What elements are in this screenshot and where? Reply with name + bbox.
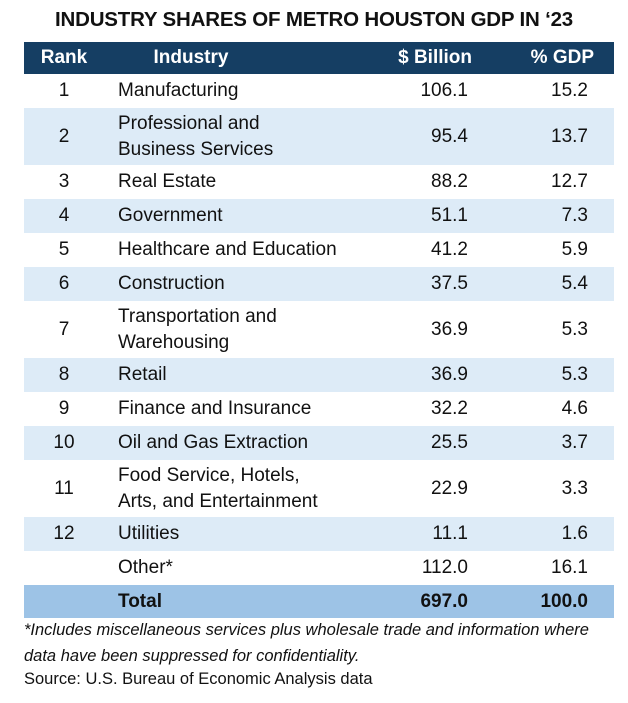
table-row: 10 Oil and Gas Extraction 25.5 3.7 — [24, 426, 614, 460]
billion-cell: 32.2 — [431, 398, 468, 419]
industry-cell: Healthcare and Education — [118, 239, 337, 260]
total-gdp: 100.0 — [478, 585, 614, 618]
industry-cell: Other* — [118, 557, 173, 578]
header-rank: Rank — [24, 42, 104, 74]
industry-cell: Manufacturing — [118, 80, 239, 101]
rank-cell: 7 — [58, 318, 70, 340]
footnote: *Includes miscellaneous services plus wh… — [24, 621, 589, 665]
total-billion: 697.0 — [338, 585, 478, 618]
billion-cell: 25.5 — [338, 426, 478, 460]
rank-cell: 2 — [24, 108, 104, 165]
total-rank-cell — [24, 585, 104, 618]
gdp-cell: 16.1 — [551, 557, 588, 578]
rank-cell: 6 — [24, 267, 104, 301]
table-row: 8 Retail 36.9 5.3 — [24, 358, 614, 392]
table-row: 7 Transportation and Warehousing 36.9 5.3 — [24, 301, 614, 358]
billion-cell: 88.2 — [431, 171, 468, 192]
total-row: Total 697.0 100.0 — [24, 585, 614, 618]
industry-cell: Retail — [104, 358, 338, 392]
table-row: 4 Government 51.1 7.3 — [24, 199, 614, 233]
table-row: 6 Construction 37.5 5.4 — [24, 267, 614, 301]
gdp-cell: 5.3 — [561, 318, 588, 340]
industry-cell: Construction — [104, 267, 338, 301]
gdp-cell: 4.6 — [561, 398, 588, 419]
gdp-cell: 5.3 — [478, 358, 614, 392]
industry-cell: Food Service, Hotels, Arts, and Entertai… — [118, 464, 318, 512]
billion-cell: 106.1 — [420, 80, 468, 101]
header-gdp: % GDP — [478, 42, 614, 74]
gdp-cell: 5.9 — [561, 239, 588, 260]
industry-cell: Utilities — [104, 517, 338, 551]
billion-cell: 112.0 — [421, 557, 468, 578]
table-row: 1 Manufacturing 106.1 15.2 — [24, 74, 614, 108]
rank-cell: 8 — [24, 358, 104, 392]
table-row: 11 Food Service, Hotels, Arts, and Entert… — [24, 460, 614, 517]
rank-cell: 10 — [24, 426, 104, 460]
billion-cell: 22.9 — [431, 477, 468, 499]
header-industry: Industry — [104, 42, 338, 74]
billion-cell: 36.9 — [431, 318, 468, 340]
table-row: 12 Utilities 11.1 1.6 — [24, 517, 614, 551]
total-label: Total — [104, 585, 338, 618]
industry-cell: Government — [104, 199, 338, 233]
table-title: INDUSTRY SHARES OF METRO HOUSTON GDP IN … — [54, 8, 574, 31]
rank-cell: 5 — [58, 239, 70, 260]
gdp-cell: 15.2 — [551, 80, 588, 101]
rank-cell: 12 — [24, 517, 104, 551]
rank-cell: 1 — [58, 80, 70, 101]
rank-cell: 4 — [24, 199, 104, 233]
table-row: 9 Finance and Insurance 32.2 4.6 — [24, 392, 614, 426]
industry-cell: Finance and Insurance — [118, 398, 312, 419]
header-row: Rank Industry $ Billion % GDP — [24, 42, 614, 74]
table-row: 3 Real Estate 88.2 12.7 — [24, 165, 614, 199]
gdp-cell: 5.4 — [478, 267, 614, 301]
gdp-cell: 3.3 — [561, 477, 588, 499]
gdp-table: Rank Industry $ Billion % GDP 1 Manufactu… — [24, 42, 614, 618]
rank-cell: 9 — [58, 398, 70, 419]
table-row: 5 Healthcare and Education 41.2 5.9 — [24, 233, 614, 267]
billion-cell: 11.1 — [338, 517, 478, 551]
gdp-cell: 7.3 — [478, 199, 614, 233]
industry-cell: Oil and Gas Extraction — [104, 426, 338, 460]
table-row: 2 Professional and Business Services 95.4 1… — [24, 108, 614, 165]
billion-cell: 37.5 — [338, 267, 478, 301]
rank-cell: 3 — [58, 171, 70, 192]
gdp-cell: 1.6 — [478, 517, 614, 551]
rank-cell: 11 — [54, 477, 74, 499]
gdp-cell: 3.7 — [478, 426, 614, 460]
gdp-cell: 13.7 — [478, 108, 614, 165]
industry-cell: Real Estate — [118, 171, 217, 192]
billion-cell: 95.4 — [338, 108, 478, 165]
billion-cell: 36.9 — [338, 358, 478, 392]
table-row: Other* 112.0 16.1 — [24, 551, 614, 585]
header-billion: $ Billion — [338, 42, 478, 74]
source: Source: U.S. Bureau of Economic Analysis… — [24, 670, 373, 688]
billion-cell: 41.2 — [431, 239, 468, 260]
industry-cell: Transportation and Warehousing — [118, 305, 277, 353]
billion-cell: 51.1 — [338, 199, 478, 233]
rank-cell — [24, 551, 104, 585]
gdp-cell: 12.7 — [551, 171, 588, 192]
industry-cell: Professional and Business Services — [104, 108, 338, 165]
